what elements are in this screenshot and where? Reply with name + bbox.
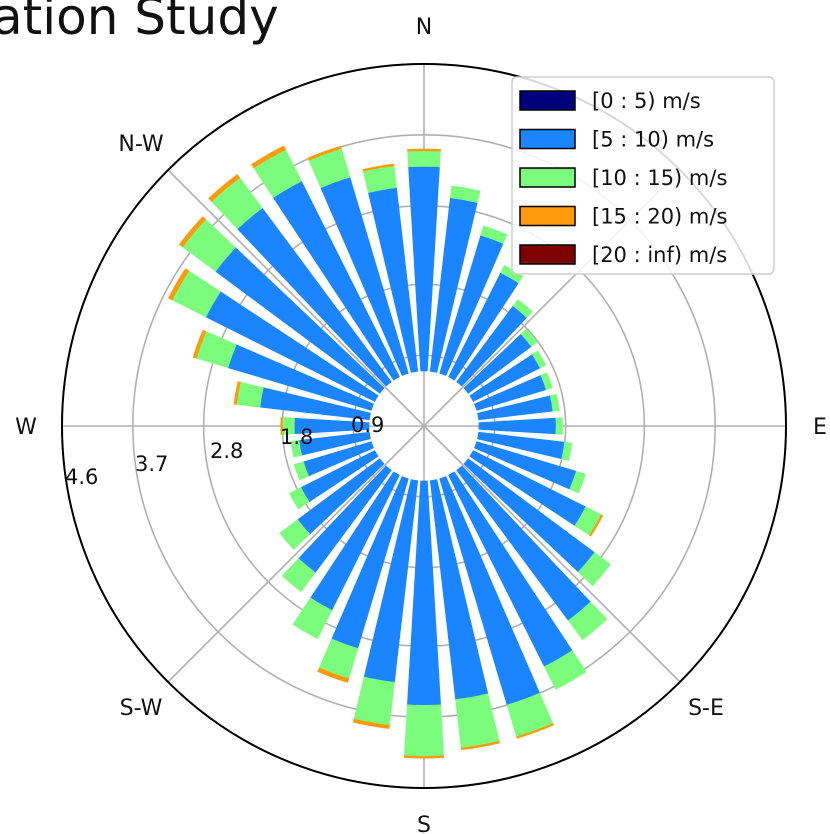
grid-spoke: [423, 425, 681, 683]
wind-bar-segment-320-3: [208, 173, 241, 202]
wind-bar-segment-180-3: [403, 755, 445, 759]
wind-bar-segment-60-2: [531, 350, 547, 369]
wind-bar-segment-20-2: [480, 225, 508, 244]
grid-spoke: [167, 425, 425, 683]
polar-frame: [61, 63, 787, 789]
direction-label-n: N: [416, 15, 432, 40]
legend-label: [15 : 20) m/s: [592, 205, 727, 229]
radial-tick-label: 3.7: [135, 452, 168, 476]
legend-swatch: [519, 244, 576, 265]
direction-label-w: W: [15, 415, 37, 440]
legend-swatch: [519, 128, 576, 150]
wind-bar-segment-40-2: [512, 299, 533, 318]
wind-bar-segment-70-2: [540, 372, 553, 391]
wind-bar-segment-170-2: [455, 693, 500, 749]
wind-bar-segment-330-3: [251, 145, 287, 169]
wind-bar-segment-0-2: [407, 150, 441, 168]
wind-bar-segment-140-2: [567, 601, 608, 641]
direction-label-e: E: [813, 415, 827, 440]
wind-bar-segment-350-3: [362, 163, 395, 172]
wind-bar-segment-30-2: [500, 265, 524, 284]
wind-bar-segment-240-2: [289, 487, 310, 510]
wind-bar-segment-230-2: [279, 519, 311, 550]
wind-bar-segment-220-2: [281, 558, 316, 593]
wind-bar-segment-130-2: [577, 552, 611, 587]
grid-spoke: [167, 169, 425, 427]
wind-bar-segment-100-2: [561, 441, 573, 461]
wind-rose-bars: [168, 145, 611, 759]
legend: [0 : 5) m/s [5 : 10) m/s [10 : 15) m/s [15 …: [511, 76, 775, 275]
wind-bar-segment-310-3: [178, 216, 207, 248]
direction-label-n-w: N-W: [118, 132, 164, 157]
wind-bar-segment-170-3: [460, 740, 500, 751]
wind-bar-segment-160-3: [516, 723, 554, 739]
legend-box: [511, 76, 775, 275]
legend-swatch: [519, 90, 576, 111]
radial-tick-label: 0.9: [351, 413, 384, 437]
wind-bar-segment-190-3: [352, 718, 390, 729]
wind-bar-segment-50-2: [520, 328, 538, 347]
wind-bar-segment-0-3: [407, 148, 441, 152]
radial-tick-label: 1.8: [280, 425, 313, 449]
wind-bar-segment-260-2: [290, 440, 302, 458]
legend-label: [0 : 5) m/s: [592, 89, 701, 113]
wind-bar-segment-120-3: [589, 514, 604, 537]
wind-bar-segment-270-3: [280, 417, 284, 435]
radial-tick-label: 2.8: [210, 439, 243, 463]
wind-bar-segment-250-2: [293, 461, 309, 481]
direction-label-s: S: [417, 813, 431, 834]
direction-label-s-w: S-W: [120, 696, 163, 721]
wind-bar-segment-150-2: [543, 650, 587, 690]
wind-bar-segment-290-3: [192, 329, 207, 359]
legend-label: [20 : inf) m/s: [592, 243, 727, 267]
wind-bar-segment-110-2: [569, 470, 586, 494]
wind-bar-segment-10-2: [449, 185, 481, 203]
direction-label-s-e: S-E: [688, 696, 724, 721]
direction-labels: N N-W W S-W S S-E E: [15, 15, 827, 834]
wind-bar-segment-80-2: [549, 393, 560, 412]
chart-title: ation Study: [0, 0, 279, 46]
wind-bar-segment-90-2: [555, 417, 563, 435]
wind-bar-segment-280-3: [233, 381, 241, 405]
wind-bar-segment-340-3: [307, 145, 342, 161]
legend-label: [10 : 15) m/s: [592, 166, 727, 190]
wind-bar-segment-190-2: [353, 676, 395, 726]
legend-swatch: [519, 167, 576, 188]
wind-bar-segment-280-2: [235, 381, 264, 408]
radial-tick-label: 4.6: [65, 465, 98, 489]
wind-bar-segment-90-1: [478, 417, 557, 435]
wind-bar-segment-180-2: [403, 704, 445, 757]
legend-label: [5 : 10) m/s: [592, 128, 714, 152]
radial-tick-labels: 0.9 1.8 2.8 3.7 4.6: [65, 413, 384, 489]
wind-bar-segment-300-3: [168, 268, 190, 301]
legend-swatch: [519, 205, 576, 227]
wind-bar-segment-200-3: [317, 667, 350, 683]
wind-bar-segment-210-2: [292, 597, 333, 640]
